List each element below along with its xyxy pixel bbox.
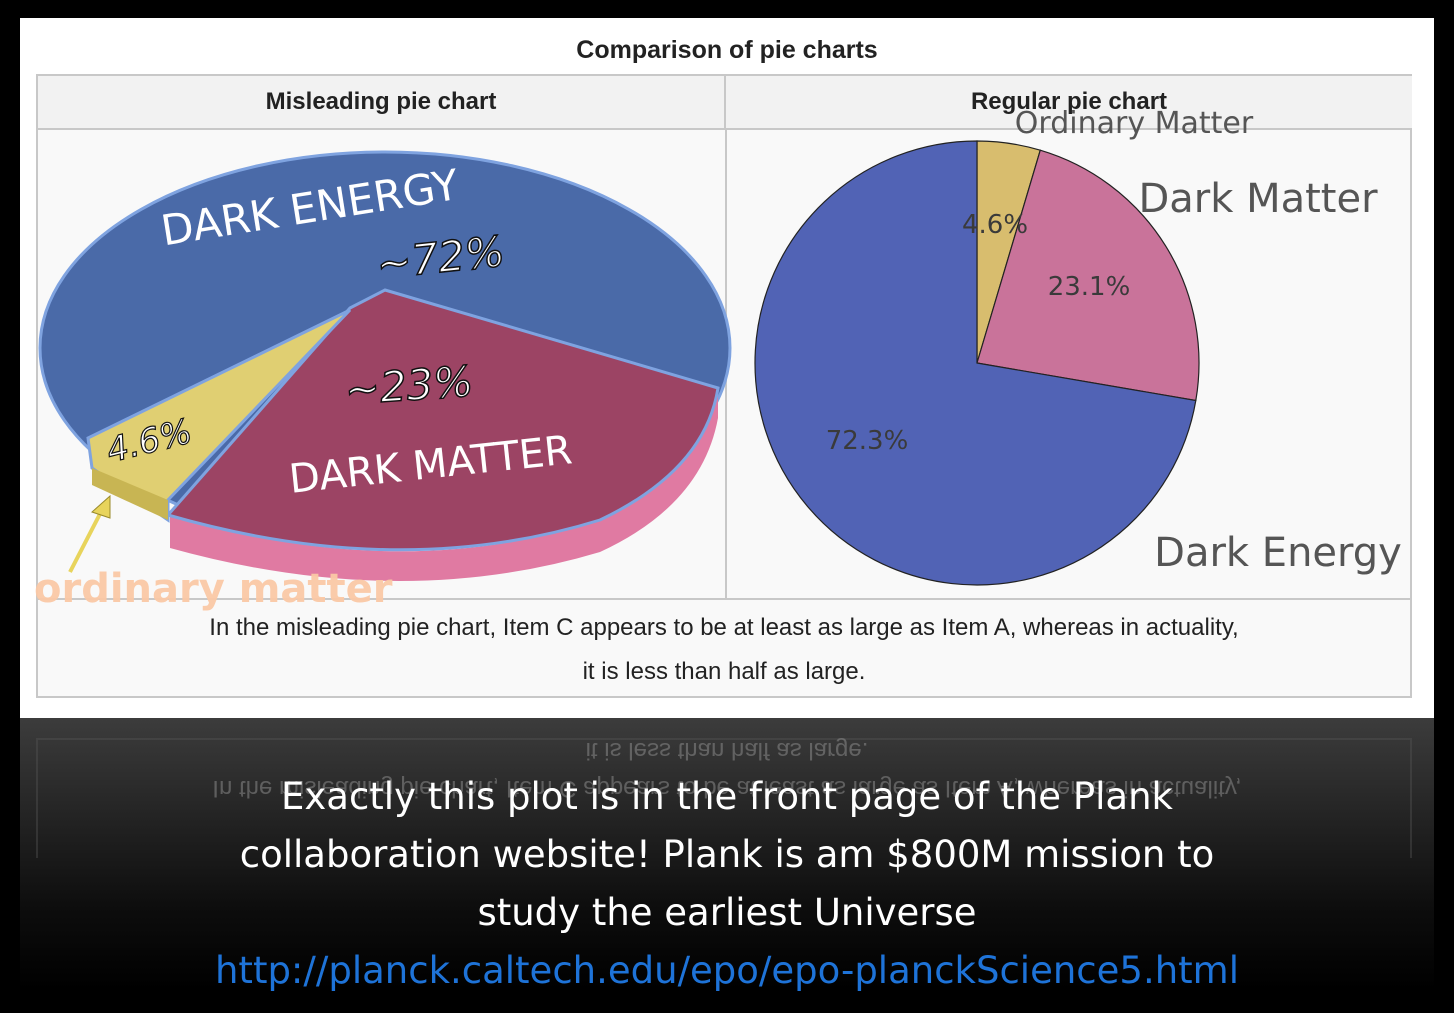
label-ordinary-matter: Ordinary Matter (1015, 106, 1254, 141)
table-caption-line-1: In the misleading pie chart, Item C appe… (209, 614, 1239, 641)
card-title: Comparison of pie charts (576, 36, 878, 64)
header-misleading: Misleading pie chart (38, 76, 726, 130)
source-link[interactable]: http://planck.caltech.edu/epo/epo-planck… (214, 949, 1239, 992)
pct-ordinary-matter: 4.6% (962, 210, 1028, 240)
row-divider (38, 598, 1410, 600)
slice-dark-matter (165, 288, 720, 552)
slice-dark-energy (754, 140, 1197, 586)
reflection-border (36, 738, 1412, 858)
pct-dark-energy: 72.3% (826, 426, 909, 456)
pct-dark-matter: 23.1% (1048, 272, 1131, 302)
header-regular: Regular pie chart (726, 76, 1412, 130)
regular-pie-chart: 4.6% 23.1% 72.3% Ordinary Matter Dark Matter… (754, 106, 1402, 586)
label-dark-matter: Dark Matter (1138, 176, 1378, 222)
dark-matter-side (170, 388, 718, 582)
reflection-line-2: it is less than half as large. (585, 737, 869, 764)
pct-dark-matter: ~23% (343, 357, 475, 415)
slide-caption-line-3: study the earliest Universe (477, 891, 977, 934)
arrow-shaft (68, 509, 104, 573)
slide-caption-line-2: collaboration website! Plank is am $800M… (239, 833, 1215, 876)
arrow-head-icon (91, 494, 111, 519)
slide-caption-line-1: Exactly this plot is in the front page o… (281, 775, 1173, 818)
table-caption-line-2: it is less than half as large. (582, 658, 866, 685)
label-dark-energy: Dark Energy (1154, 530, 1402, 576)
ordinary-matter-side (92, 468, 168, 520)
slice-dark-matter (976, 149, 1200, 402)
slide-caption: Exactly this plot is in the front page o… (0, 768, 1454, 1000)
caption-band: it is less than half as large. In the mi… (20, 718, 1434, 990)
ordinary-matter-callout: ordinary matter (34, 566, 393, 612)
